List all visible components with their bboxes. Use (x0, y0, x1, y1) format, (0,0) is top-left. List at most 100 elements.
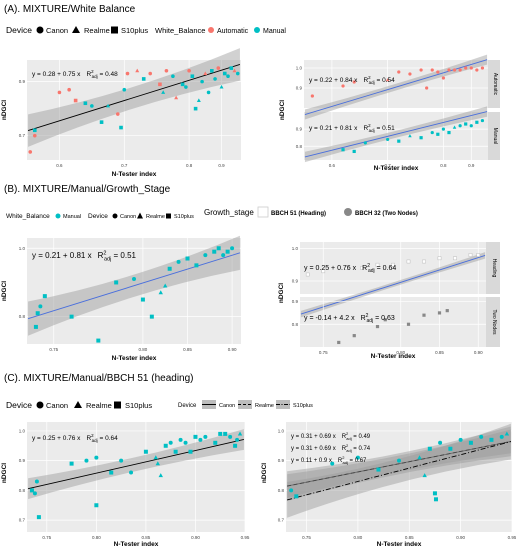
panel-b-right-two-nodes-xtick-label: 0.85 (435, 350, 444, 355)
panel-a-right-xlabel: N-Tester index (374, 165, 419, 172)
legend-a-s10plus-marker (111, 26, 118, 34)
panel-b-right-two-nodes-xtick-label: 0.90 (474, 350, 483, 355)
panel-c-left-xtick-label: 0.80 (92, 535, 101, 540)
panel-c-right-fit-line (287, 441, 511, 501)
panel-b-right-two-nodes-xtick-label: 0.80 (396, 350, 405, 355)
panel-a-left-xlabel: N-Tester index (112, 171, 157, 178)
legend-c-device2-title: Device (178, 403, 197, 409)
panel-c-left-point (143, 449, 148, 454)
panel-a-left-point (73, 98, 78, 103)
panel-a-left-point (148, 71, 153, 76)
legend-b: White_Balance Manual Device Canon Realme… (6, 206, 418, 220)
panel-a-right-manual-point (352, 149, 356, 154)
panel-b-left-point (132, 277, 136, 282)
panel-a-left-point (119, 125, 123, 130)
panel-a-left-point (57, 90, 62, 95)
panel-b-right-heading-point (437, 256, 442, 261)
legend-a-manual-marker (254, 27, 260, 33)
panel-a-right-manual-point (441, 127, 445, 131)
panel-a-left-point (210, 69, 214, 73)
panel-b-left-ylabel: nDGCI (1, 281, 8, 301)
legend-a-automatic-marker (208, 27, 214, 33)
panel-a-left: nDGCI 0.6 0.7 0.8 0.9 0.7 0.9 y = 0.28 + 0.75… (1, 48, 241, 178)
panel-a-right-automatic-point (469, 66, 473, 70)
panel-a-right-strip-automatic (488, 60, 500, 108)
panel-b-right-facet2-bg (300, 297, 486, 347)
panel-c-left-point (183, 440, 188, 445)
panel-c-left-equation: y = 0.25 + 0.76 x R2 adj = 0.64 (32, 433, 118, 443)
panel-c-left-point (32, 491, 37, 496)
panel-c-right-xtick-label: 0.85 (405, 535, 414, 540)
panel-b-left-point (216, 246, 221, 251)
panel-c-right-point (433, 497, 438, 502)
panel-b-right-two-nodes-point (352, 334, 356, 338)
panel-c-left-point (163, 443, 168, 448)
panel-c-left-point (228, 434, 233, 439)
panel-b-right-two-nodes-point (375, 324, 380, 329)
panel-c-left-xlabel: N-Tester index (114, 541, 159, 548)
panel-a-right-manual-ytick-label: 0.8 (296, 144, 303, 149)
legend-c-realme-marker (74, 401, 82, 408)
panel-a-right-manual-xtick-label: 0.7 (385, 163, 392, 168)
panel-a-right-manual-fit-line (304, 111, 488, 158)
panel-c-left-point (34, 479, 39, 484)
panel-b-right-strip-two-nodes (486, 297, 500, 347)
panel-a-left-point (90, 104, 94, 108)
panel-c-left-point (235, 437, 240, 442)
panel-c-left-point (233, 443, 238, 448)
panel-c-right-fit-line (287, 440, 511, 487)
panel-a-left-point (222, 71, 227, 76)
panel-c-right-ytick-label: 0.8 (278, 488, 285, 493)
panel-a-left-point (216, 66, 221, 70)
panel-a-right-marks: 0.9 1.0 0.6 0.7 0.8 0.9 0.8 0.9 (296, 54, 488, 168)
panel-b-right-two-nodes-ytick-label: 0.8 (292, 322, 299, 327)
panel-b-right-heading-point (391, 262, 395, 267)
panel-c-right-ylabel: nDGCI (261, 463, 268, 483)
legend-b-bbch51-label: BBCH 51 (Heading) (271, 211, 326, 217)
legend-b-s10plus-marker (166, 213, 171, 219)
panel-c-left-point (36, 515, 41, 520)
legend-a-s10plus-label: S10plus (121, 26, 148, 35)
panel-a-right-manual-point (408, 134, 412, 138)
panel-a-right-manual-point (430, 130, 434, 135)
panel-a-left-point (32, 133, 37, 138)
panel-a-left-point (190, 74, 195, 79)
panel-b-left-point (203, 253, 208, 258)
panel-c-right-point (438, 440, 443, 445)
panel-b-left-equation: y = 0.21 + 0.81 x R2 adj = 0.51 (32, 251, 137, 263)
panel-a-left-point (125, 71, 130, 76)
panel-b-right-two-nodes-point (406, 322, 411, 326)
legend-b-realme-marker (137, 212, 143, 219)
legend-b-manual-label: Manual (63, 214, 81, 220)
panel-c-right-xtick-label: 0.95 (508, 535, 516, 540)
panel-b-right-xlabel: N-Tester index (371, 353, 416, 360)
panel-a-left-point (158, 82, 162, 87)
panel-c-left-point (69, 461, 74, 466)
panel-b-left-ytick-label: 1.0 (19, 246, 26, 251)
panel-b-right-two-nodes-point (445, 309, 449, 313)
panel-b-left-point (167, 266, 172, 271)
panel-a-left-point (99, 120, 104, 124)
panel-c-left-ytick-label: 0.7 (19, 518, 26, 523)
panel-c-left-point (153, 455, 159, 460)
panel-a-right-automatic-point (425, 86, 429, 90)
legend-a: Device Canon Realme S10plus White_Balanc… (6, 25, 286, 35)
panel-a-right-manual-point (363, 141, 367, 145)
panel-c-right-ytick-label: 0.7 (278, 518, 285, 523)
panel-c-right-point (468, 440, 473, 445)
panel-b-left-point (69, 314, 74, 319)
legend-a-device-title: Device (6, 25, 32, 35)
panel-c-right-xtick-label: 0.80 (354, 535, 363, 540)
panel-b-left-fit-line (27, 252, 241, 320)
panel-a-right-automatic-point (419, 68, 423, 72)
panel-c-left: nDGCI 0.75 0.80 0.85 0.90 0.95 0.7 0.8 0.9 1.0 y… (1, 422, 250, 548)
panel-a-right-automatic-point (341, 84, 345, 88)
panel-c-left-point (119, 458, 124, 463)
panel-c-left-point (168, 440, 173, 445)
panel-c-left-point (203, 434, 208, 439)
panel-b-right-heading-point (375, 262, 380, 267)
panel-b-right-strip-heading (486, 242, 500, 294)
panel-b-left-point (38, 304, 43, 309)
panel-a-left-point (67, 87, 71, 92)
panel-c-right-point (432, 491, 437, 496)
